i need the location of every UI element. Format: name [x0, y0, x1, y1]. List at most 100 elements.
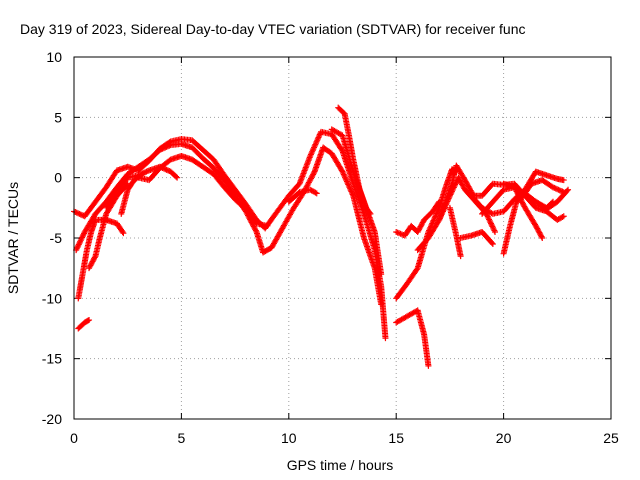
data-point	[120, 230, 127, 237]
x-tick-label: 10	[281, 430, 297, 446]
x-tick-label: 15	[388, 430, 404, 446]
data-point	[144, 168, 151, 175]
data-point	[486, 217, 493, 224]
data-point	[539, 235, 546, 241]
data-point	[413, 266, 420, 273]
data-point	[548, 199, 555, 206]
chart-title: Day 319 of 2023, Sidereal Day-to-day VTE…	[20, 21, 526, 37]
data-point	[80, 231, 87, 238]
data-point	[425, 362, 432, 369]
data-point	[73, 245, 80, 252]
data-point	[310, 170, 317, 177]
y-tick-label: 10	[46, 49, 62, 65]
series-track-8	[135, 152, 271, 229]
x-tick-label: 25	[603, 430, 619, 446]
data-point	[538, 233, 545, 240]
data-point	[164, 167, 171, 174]
data-point	[338, 146, 345, 153]
data-point	[490, 226, 497, 233]
data-point	[558, 187, 565, 194]
data-point	[162, 144, 169, 151]
data-point	[555, 186, 562, 193]
data-point	[312, 189, 319, 196]
data-point	[484, 213, 491, 220]
series-track-13	[393, 198, 443, 239]
data-point	[490, 224, 497, 231]
data-point	[79, 233, 86, 240]
data-point	[435, 218, 442, 225]
data-point	[556, 187, 563, 194]
series-track-3	[75, 317, 93, 332]
data-point	[552, 185, 559, 192]
data-point	[560, 213, 567, 220]
y-tick-label: -15	[42, 351, 62, 367]
data-point	[158, 146, 165, 153]
data-point	[313, 190, 320, 197]
series-track-9	[285, 186, 320, 205]
data-point	[338, 167, 345, 174]
data-point	[173, 173, 180, 180]
data-point	[163, 166, 170, 173]
data-point	[378, 301, 385, 308]
data-point	[488, 220, 495, 227]
data-point	[166, 142, 173, 149]
y-tick-label: -5	[50, 230, 63, 246]
data-point	[75, 242, 82, 249]
data-point	[554, 186, 561, 193]
data-point	[485, 215, 492, 222]
series-track-14	[393, 307, 432, 369]
data-point	[435, 200, 442, 207]
data-point	[491, 227, 498, 234]
data-point	[559, 214, 566, 221]
data-point	[76, 210, 83, 217]
data-point	[78, 235, 85, 242]
data-points	[71, 104, 572, 369]
data-point	[91, 254, 98, 261]
data-point	[488, 239, 495, 246]
data-point	[75, 210, 82, 217]
data-point	[76, 240, 83, 247]
data-point	[382, 335, 389, 342]
x-axis-label: GPS time / hours	[287, 457, 394, 473]
data-point	[489, 223, 496, 230]
data-point	[560, 177, 567, 184]
data-point	[492, 228, 499, 235]
series-track-23	[517, 177, 567, 203]
data-point	[252, 227, 259, 234]
x-tick-label: 20	[496, 430, 512, 446]
plot-frame	[73, 56, 612, 420]
data-point	[160, 145, 167, 152]
data-point	[163, 143, 170, 150]
data-point	[77, 237, 84, 244]
data-point	[488, 222, 495, 229]
data-point	[565, 186, 572, 193]
data-point	[486, 216, 493, 223]
data-point	[79, 234, 86, 241]
data-point	[489, 241, 496, 248]
data-point	[295, 190, 302, 197]
data-point	[159, 145, 166, 152]
data-point	[550, 198, 557, 205]
data-point	[264, 222, 271, 229]
x-tick-label: 5	[178, 430, 186, 446]
y-tick-label: -10	[42, 290, 62, 306]
y-tick-label: 5	[54, 109, 62, 125]
data-point	[551, 184, 558, 191]
data-point	[72, 209, 79, 216]
data-point	[457, 253, 464, 260]
series-track-17	[446, 204, 464, 260]
data-point	[174, 174, 181, 181]
data-point	[77, 238, 84, 245]
data-point	[73, 209, 80, 216]
x-tick-label: 0	[70, 430, 78, 446]
data-point	[559, 188, 566, 195]
data-point	[436, 198, 443, 205]
data-point	[560, 189, 567, 196]
data-point	[550, 184, 557, 191]
data-point	[378, 271, 385, 278]
axis-tick-labels: 0 5 10 15 20 25 -20 -15 -10 -5 0 5 10	[42, 49, 619, 446]
data-point	[119, 228, 126, 235]
data-point	[164, 143, 171, 150]
data-point	[75, 241, 82, 248]
